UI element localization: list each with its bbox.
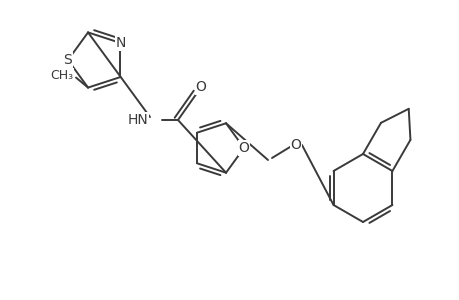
Text: CH₃: CH₃ — [50, 69, 73, 82]
Text: O: O — [195, 80, 206, 94]
Text: N: N — [115, 36, 125, 50]
Text: O: O — [290, 138, 301, 152]
Text: O: O — [238, 141, 249, 155]
Text: HN: HN — [127, 113, 148, 127]
Text: S: S — [63, 53, 72, 67]
